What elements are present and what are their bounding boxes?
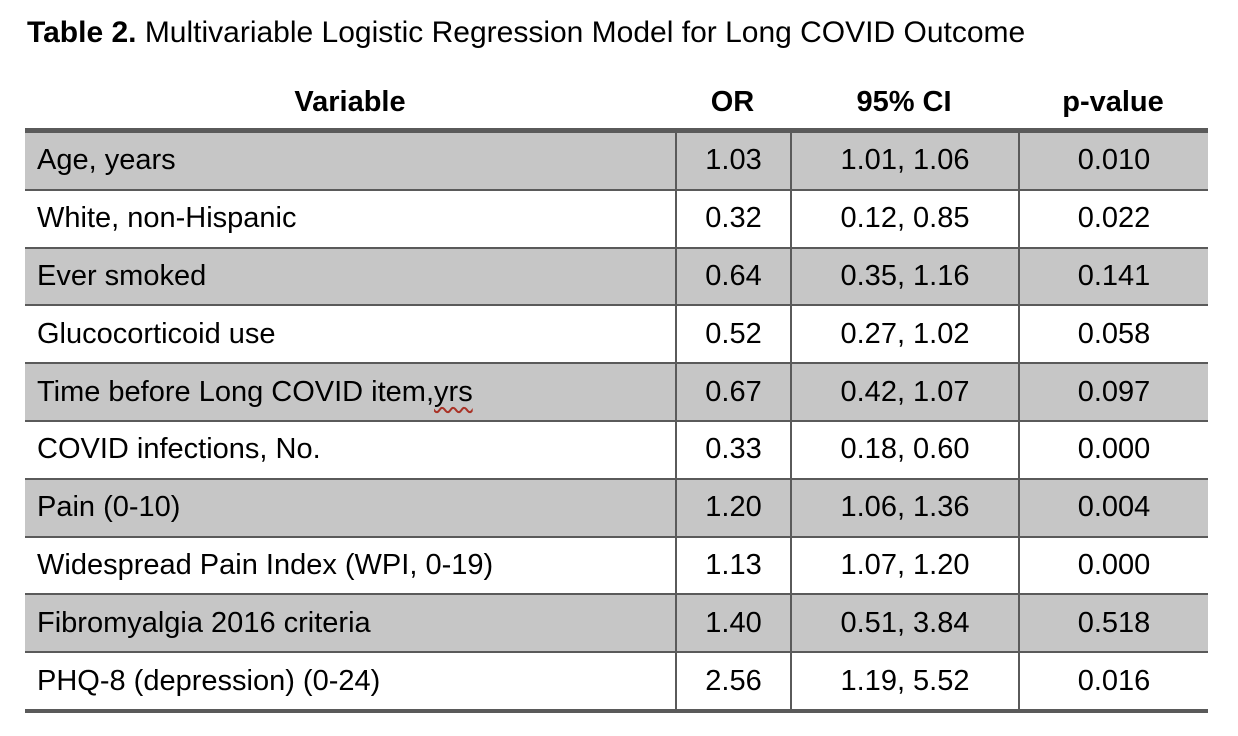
- cell-variable: White, non-Hispanic: [25, 191, 675, 247]
- table-caption-label: Table 2.: [27, 16, 137, 49]
- cell-pvalue: 0.058: [1018, 306, 1208, 363]
- cell-variable: Ever smoked: [25, 249, 675, 305]
- cell-ci: 1.07, 1.20: [790, 537, 1018, 594]
- table-row: PHQ-8 (depression) (0-24) 2.56 1.19, 5.5…: [25, 651, 1208, 709]
- cell-or: 1.03: [675, 133, 790, 189]
- cell-variable: Fibromyalgia 2016 criteria: [25, 595, 675, 651]
- cell-ci: 1.06, 1.36: [790, 479, 1018, 536]
- column-header-ci: 95% CI: [856, 86, 952, 118]
- cell-ci: 1.19, 5.52: [790, 653, 1018, 709]
- variable-text: COVID infections, No.: [37, 433, 321, 466]
- cell-pvalue: 0.010: [1018, 133, 1208, 189]
- cell-pvalue: 0.000: [1018, 421, 1208, 478]
- variable-text: Glucocorticoid use: [37, 317, 276, 350]
- misspelled-word: yrs: [434, 375, 473, 408]
- table-row: Time before Long COVID item, yrs 0.67 0.…: [25, 362, 1208, 420]
- variable-text: White, non-Hispanic: [37, 202, 297, 235]
- cell-or: 0.67: [675, 364, 790, 420]
- cell-or: 1.13: [675, 537, 790, 594]
- cell-variable: Widespread Pain Index (WPI, 0-19): [25, 538, 675, 594]
- cell-variable: Pain (0-10): [25, 480, 675, 536]
- column-header-pvalue: p-value: [1062, 86, 1164, 118]
- cell-pvalue: 0.141: [1018, 248, 1208, 305]
- variable-text: Pain (0-10): [37, 491, 181, 524]
- table-caption: Table 2. Multivariable Logistic Regressi…: [27, 14, 1025, 52]
- cell-or: 0.52: [675, 306, 790, 363]
- cell-or: 1.20: [675, 479, 790, 536]
- cell-or: 0.64: [675, 248, 790, 305]
- cell-or: 2.56: [675, 653, 790, 709]
- cell-pvalue: 0.518: [1018, 595, 1208, 652]
- variable-text: PHQ-8 (depression) (0-24): [37, 664, 381, 697]
- cell-ci: 0.27, 1.02: [790, 306, 1018, 363]
- table-row: White, non-Hispanic 0.32 0.12, 0.85 0.02…: [25, 188, 1208, 247]
- cell-variable: COVID infections, No.: [25, 422, 675, 478]
- column-header-variable: Variable: [294, 86, 406, 118]
- table-row: Pain (0-10) 1.20 1.06, 1.36 0.004: [25, 477, 1208, 536]
- cell-pvalue: 0.004: [1018, 479, 1208, 536]
- cell-pvalue: 0.000: [1018, 537, 1208, 594]
- cell-ci: 1.01, 1.06: [790, 133, 1018, 189]
- cell-pvalue: 0.016: [1018, 653, 1208, 709]
- cell-or: 0.32: [675, 190, 790, 247]
- cell-ci: 0.18, 0.60: [790, 421, 1018, 478]
- cell-variable: Age, years: [25, 133, 675, 189]
- variable-text: Time before Long COVID item,: [37, 375, 435, 408]
- cell-pvalue: 0.097: [1018, 364, 1208, 420]
- variable-text: Widespread Pain Index (WPI, 0-19): [37, 548, 494, 581]
- table-row: Age, years 1.03 1.01, 1.06 0.010: [25, 133, 1208, 189]
- cell-or: 0.33: [675, 421, 790, 478]
- variable-text: Ever smoked: [37, 259, 207, 292]
- table-row: COVID infections, No. 0.33 0.18, 0.60 0.…: [25, 419, 1208, 478]
- table-row: Glucocorticoid use 0.52 0.27, 1.02 0.058: [25, 304, 1208, 363]
- cell-ci: 0.42, 1.07: [790, 364, 1018, 420]
- cell-or: 1.40: [675, 595, 790, 652]
- cell-variable: Glucocorticoid use: [25, 306, 675, 362]
- column-header-or: OR: [710, 86, 755, 118]
- table-caption-text: Multivariable Logistic Regression Model …: [136, 16, 1026, 49]
- variable-text: Age, years: [37, 144, 176, 177]
- cell-ci: 0.51, 3.84: [790, 595, 1018, 652]
- variable-text: Fibromyalgia 2016 criteria: [37, 606, 371, 639]
- table-row: Ever smoked 0.64 0.35, 1.16 0.141: [25, 246, 1208, 305]
- cell-variable: PHQ-8 (depression) (0-24): [25, 653, 675, 709]
- table-row: Widespread Pain Index (WPI, 0-19) 1.13 1…: [25, 535, 1208, 594]
- cell-ci: 0.12, 0.85: [790, 190, 1018, 247]
- table-row: Fibromyalgia 2016 criteria 1.40 0.51, 3.…: [25, 593, 1208, 652]
- table-header-row: Variable OR 95% CI p-value: [25, 84, 1208, 120]
- cell-pvalue: 0.022: [1018, 190, 1208, 247]
- regression-table: Age, years 1.03 1.01, 1.06 0.010 White, …: [25, 128, 1208, 713]
- cell-variable: Time before Long COVID item, yrs: [25, 364, 675, 420]
- cell-ci: 0.35, 1.16: [790, 248, 1018, 305]
